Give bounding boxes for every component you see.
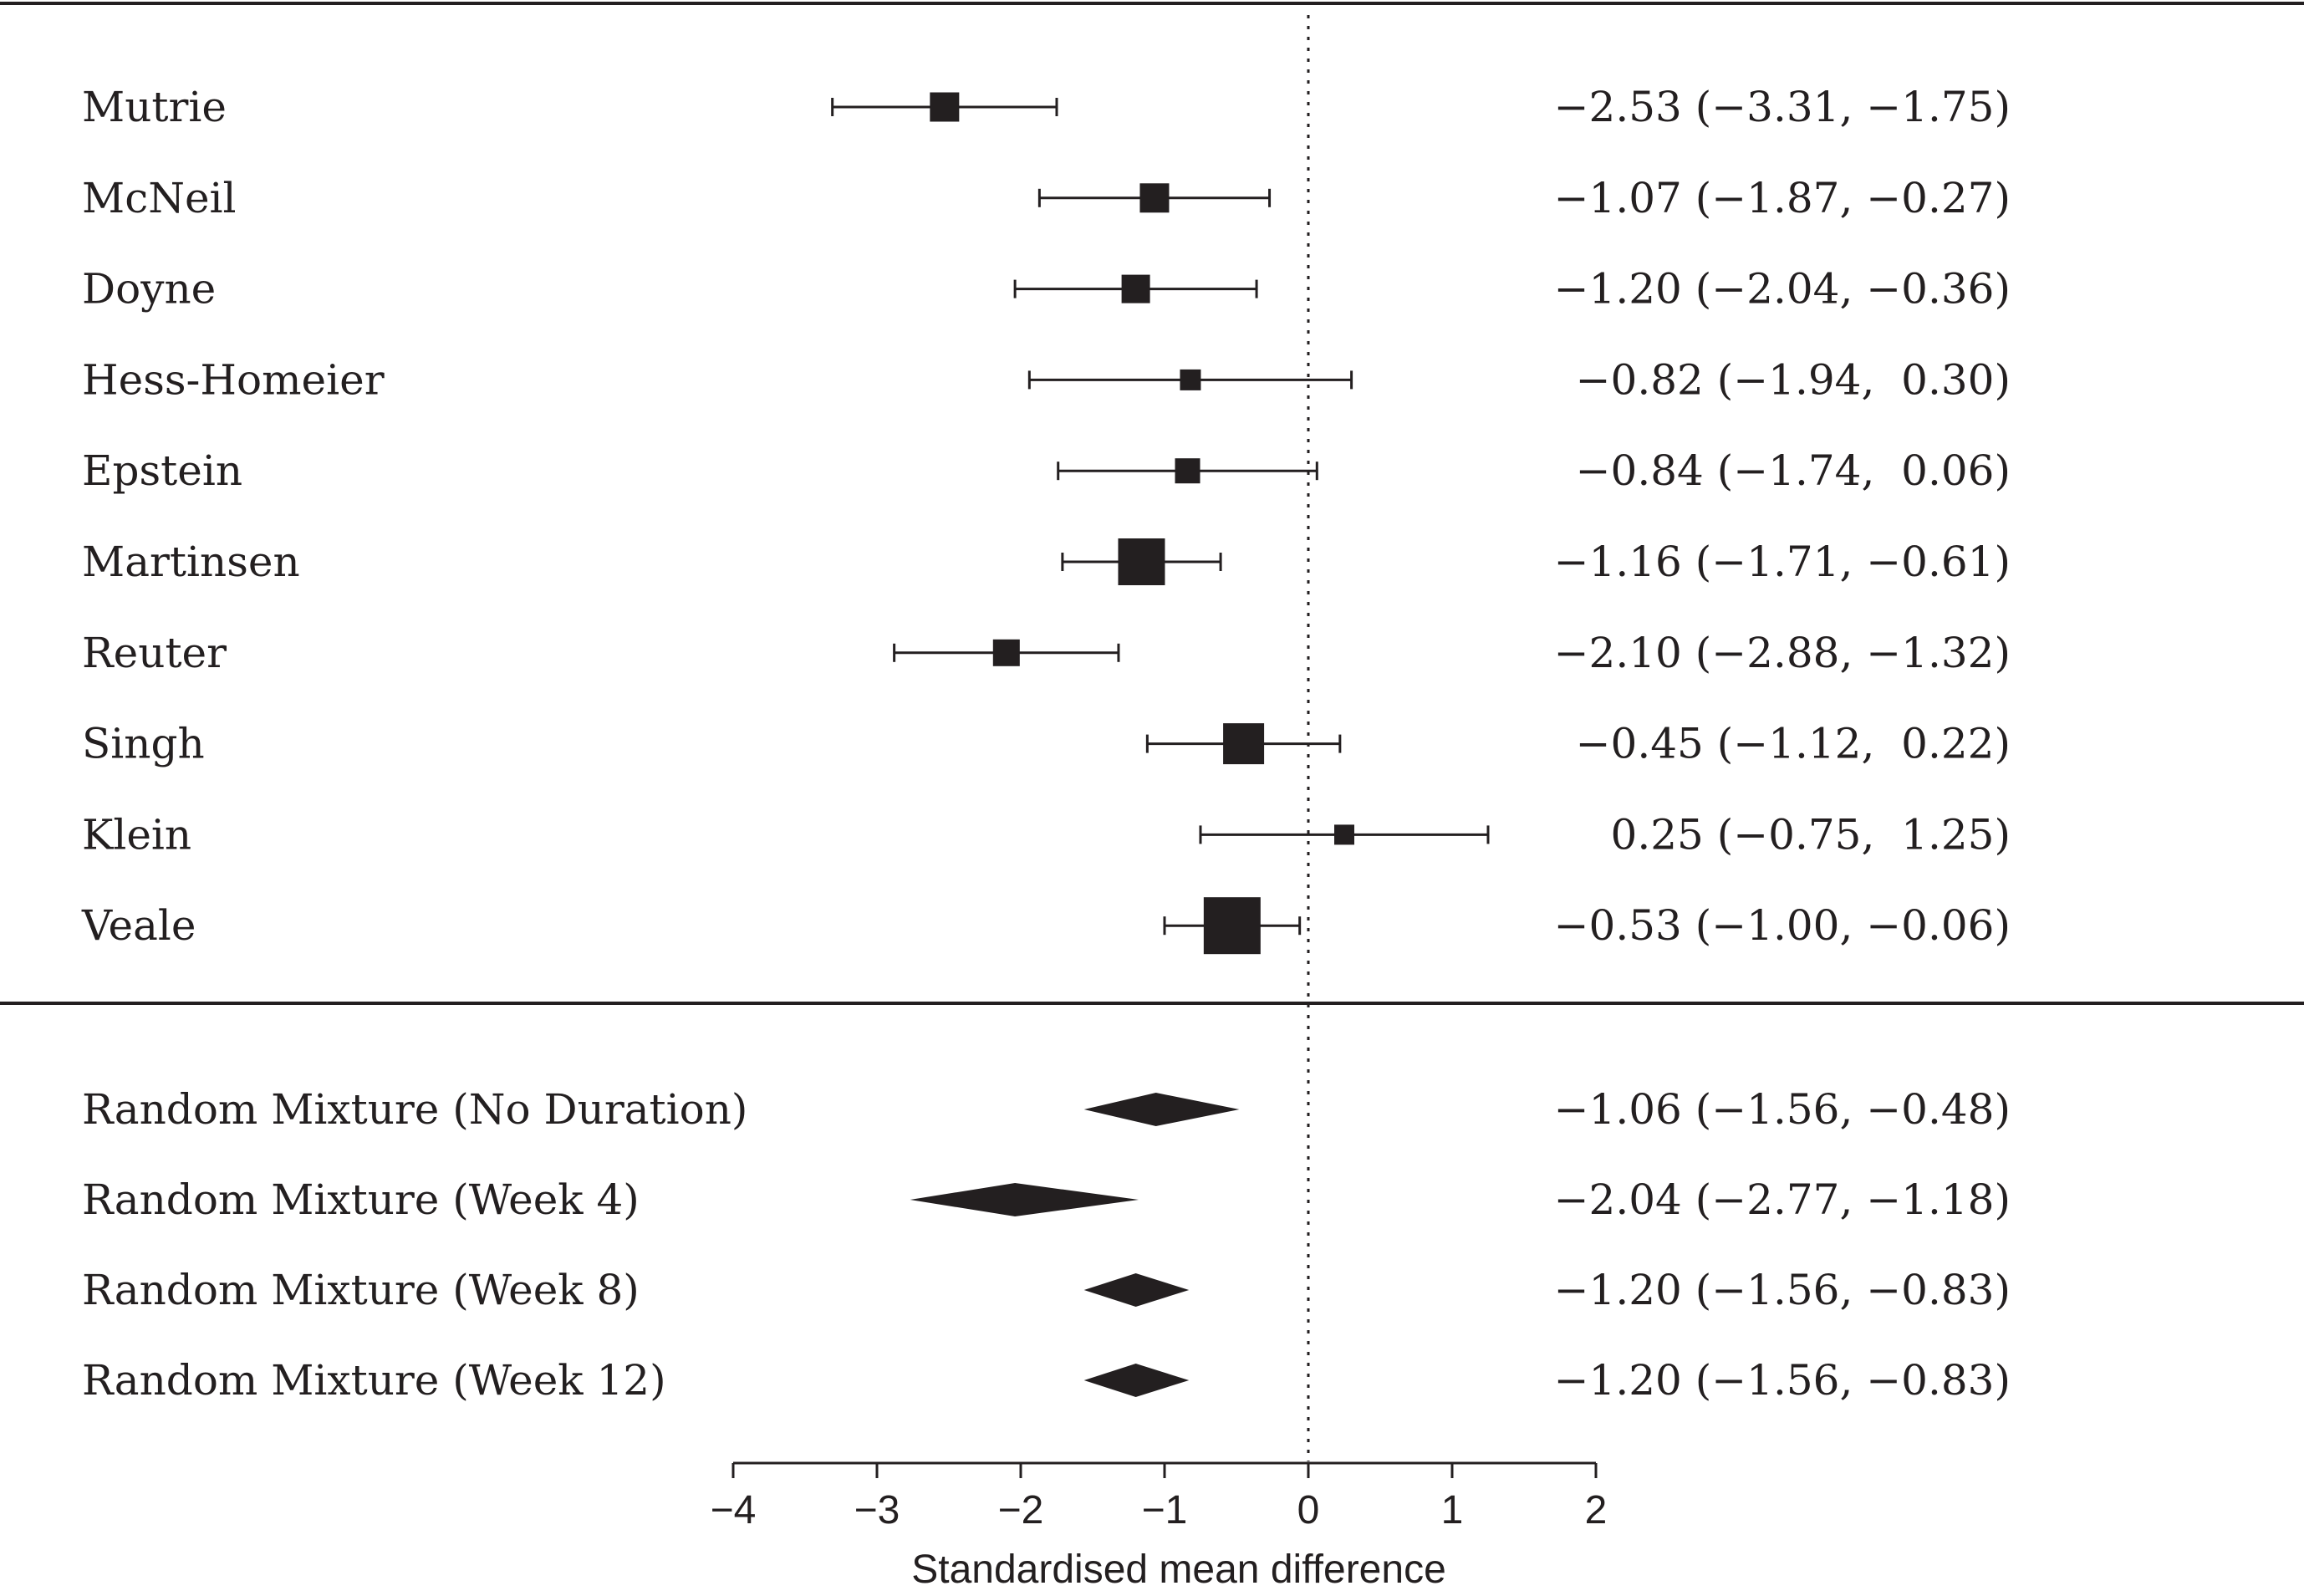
summary-diamond: [1083, 1093, 1240, 1126]
summary-rows: Random Mixture (No Duration) −1.06 (−1.56…: [82, 1085, 2011, 1405]
ci-text: −1.07 (−1.87, −0.27): [1554, 174, 2011, 222]
study-name: Reuter: [82, 629, 227, 677]
study-name: Singh: [82, 720, 205, 768]
study-name: Epstein: [82, 446, 242, 495]
summary-row: Random Mixture (No Duration) −1.06 (−1.56…: [82, 1085, 2011, 1134]
summary-row: Random Mixture (Week 8) −1.20 (−1.56, −0.…: [82, 1266, 2011, 1314]
study-row: Singh −0.45 (−1.12, 0.22): [82, 720, 2011, 768]
study-row: Doyne −1.20 (−2.04, −0.36): [82, 265, 2011, 314]
study-name: Hess-Homeier: [82, 355, 385, 404]
x-tick-label: −1: [1142, 1488, 1188, 1532]
ci-text: 0.25 (−0.75, 1.25): [1611, 810, 2011, 859]
summary-name: Random Mixture (Week 4): [82, 1175, 640, 1224]
point-estimate-square: [1203, 897, 1261, 955]
study-name: Doyne: [82, 265, 216, 314]
summary-name: Random Mixture (Week 12): [82, 1356, 666, 1405]
x-tick-label: −4: [711, 1488, 757, 1532]
study-row: Veale −0.53 (−1.00, −0.06): [81, 897, 2011, 955]
summary-name: Random Mixture (Week 8): [82, 1266, 640, 1314]
point-estimate-square: [1121, 274, 1150, 303]
ci-text: −0.84 (−1.74, 0.06): [1576, 446, 2011, 495]
ci-text: −1.20 (−2.04, −0.36): [1554, 265, 2011, 314]
point-estimate-square: [1139, 183, 1170, 213]
x-tick-label: 2: [1585, 1488, 1608, 1532]
point-estimate-square: [1180, 369, 1201, 390]
study-name: Mutrie: [82, 83, 227, 131]
x-axis-label: Standardised mean difference: [911, 1548, 1446, 1592]
point-estimate-square: [930, 92, 960, 122]
ci-text: −2.04 (−2.77, −1.18): [1554, 1175, 2011, 1224]
study-name: Klein: [82, 810, 191, 859]
study-row: Mutrie −2.53 (−3.31, −1.75): [82, 83, 2011, 131]
summary-diamond: [1083, 1364, 1190, 1397]
point-estimate-square: [1118, 538, 1165, 585]
x-tick-label: 1: [1441, 1488, 1464, 1532]
ci-text: −1.16 (−1.71, −0.61): [1554, 538, 2011, 586]
x-axis: −4 −3 −2 −1 0 1 2: [711, 1461, 1608, 1532]
study-row: Hess-Homeier −0.82 (−1.94, 0.30): [82, 355, 2011, 404]
ci-text: −1.06 (−1.56, −0.48): [1554, 1085, 2011, 1134]
point-estimate-square: [1334, 824, 1354, 845]
ci-text: −0.82 (−1.94, 0.30): [1576, 355, 2011, 404]
x-tick-label: −2: [998, 1488, 1044, 1532]
x-tick-label: −3: [854, 1488, 900, 1532]
point-estimate-square: [1175, 458, 1200, 484]
ci-text: −2.53 (−3.31, −1.75): [1554, 83, 2011, 131]
summary-diamond: [1083, 1273, 1190, 1307]
study-row: McNeil −1.07 (−1.87, −0.27): [82, 174, 2011, 222]
ci-text: −1.20 (−1.56, −0.83): [1554, 1356, 2011, 1405]
study-rows: Mutrie −2.53 (−3.31, −1.75) McNeil −1.07 (−…: [81, 83, 2011, 955]
summary-name: Random Mixture (No Duration): [82, 1085, 747, 1134]
summary-row: Random Mixture (Week 12) −1.20 (−1.56, −0…: [82, 1356, 2011, 1405]
study-row: Epstein −0.84 (−1.74, 0.06): [82, 446, 2011, 495]
study-row: Reuter −2.10 (−2.88, −1.32): [82, 629, 2011, 677]
ci-text: −0.45 (−1.12, 0.22): [1576, 720, 2011, 768]
summary-row: Random Mixture (Week 4) −2.04 (−2.77, −1.…: [82, 1175, 2011, 1224]
ci-text: −0.53 (−1.00, −0.06): [1554, 901, 2011, 950]
point-estimate-square: [1223, 723, 1265, 765]
point-estimate-square: [992, 639, 1020, 666]
study-row: Martinsen −1.16 (−1.71, −0.61): [82, 538, 2011, 586]
study-name: Martinsen: [82, 538, 300, 586]
study-name: McNeil: [82, 174, 237, 222]
x-tick-label: 0: [1297, 1488, 1320, 1532]
ci-text: −1.20 (−1.56, −0.83): [1554, 1266, 2011, 1314]
ci-text: −2.10 (−2.88, −1.32): [1554, 629, 2011, 677]
study-name: Veale: [81, 901, 196, 950]
study-row: Klein 0.25 (−0.75, 1.25): [82, 810, 2011, 859]
summary-diamond: [910, 1183, 1139, 1216]
